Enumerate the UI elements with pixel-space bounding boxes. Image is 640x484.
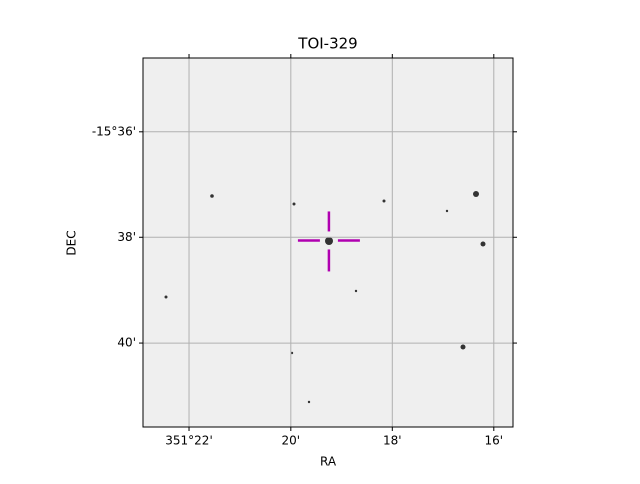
star [480, 241, 486, 247]
x-tick-label: 351°22' [165, 434, 212, 448]
star [445, 209, 449, 213]
star [307, 400, 311, 404]
y-tick-label: 40' [117, 336, 136, 350]
star [382, 199, 386, 203]
star [325, 237, 333, 245]
plot-frame [142, 57, 514, 428]
y-tick-label: 38' [117, 230, 136, 244]
chart-title: TOI-329 [297, 35, 357, 53]
star [290, 351, 294, 355]
star [164, 295, 168, 299]
star [460, 344, 466, 350]
star [354, 289, 358, 293]
y-axis-label: DEC [65, 230, 79, 255]
x-tick-label: 20' [282, 434, 301, 448]
x-tick-label: 18' [383, 434, 402, 448]
star [292, 202, 296, 206]
star [210, 194, 214, 198]
x-axis-label: RA [320, 455, 337, 469]
star [473, 191, 479, 197]
x-tick-label: 16' [485, 434, 504, 448]
y-tick-label: -15°36' [92, 124, 136, 138]
stars [164, 191, 486, 404]
